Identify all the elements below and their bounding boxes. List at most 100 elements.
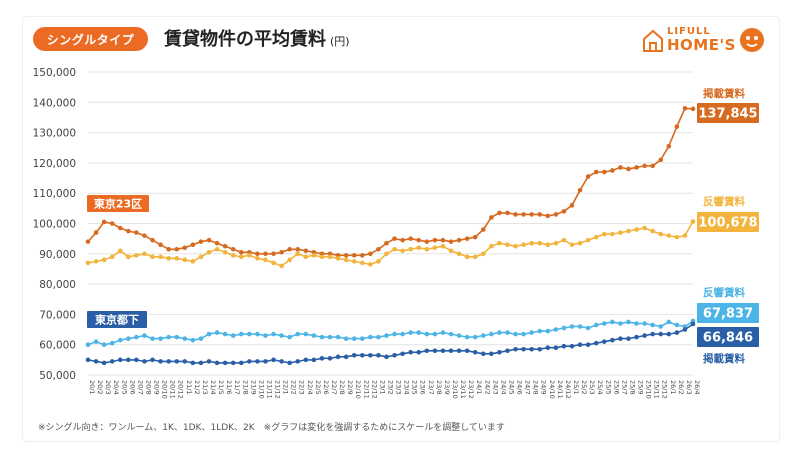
data-point [634, 321, 639, 326]
data-point [182, 359, 188, 364]
data-point [408, 246, 413, 252]
data-point [456, 251, 462, 257]
data-point [271, 251, 276, 257]
data-point [230, 360, 236, 366]
data-point [335, 256, 341, 261]
x-tick-label: 24/3 [491, 380, 499, 395]
data-point [666, 331, 672, 337]
data-point [247, 331, 252, 337]
data-point [497, 240, 502, 246]
data-point [553, 345, 559, 351]
data-point [214, 360, 220, 366]
data-point [376, 246, 381, 252]
data-point [626, 319, 631, 325]
x-tick-label: 20/1 [88, 380, 96, 395]
data-point [222, 243, 228, 249]
data-point [263, 359, 268, 364]
data-point [85, 239, 91, 244]
data-point [537, 240, 543, 246]
data-point [142, 333, 147, 338]
data-point [93, 230, 99, 235]
data-point [85, 260, 91, 266]
data-point [198, 254, 204, 260]
data-point [384, 354, 389, 360]
data-point [601, 231, 607, 237]
data-point [384, 251, 389, 257]
x-tick-label: 25/9 [637, 380, 645, 395]
x-tick-label: 22/1 [282, 380, 290, 395]
data-point [198, 360, 204, 366]
data-point [351, 253, 357, 258]
data-point [101, 360, 107, 366]
series-name-label: 反響賃料 [703, 195, 745, 208]
data-point [634, 227, 639, 232]
data-point [610, 319, 615, 325]
x-tick-label: 25/11 [653, 380, 661, 399]
data-point [666, 319, 672, 325]
data-point [238, 360, 244, 366]
data-point [601, 321, 607, 326]
data-point [93, 259, 99, 264]
series-tokyo23_listed [85, 106, 696, 258]
x-tick-label: 25/6 [612, 380, 620, 395]
data-point [182, 245, 188, 251]
data-point [174, 359, 180, 364]
data-point [416, 245, 422, 251]
data-point [182, 336, 188, 341]
x-tick-label: 22/10 [354, 380, 362, 399]
data-point [440, 243, 446, 249]
end-value-text: 137,845 [698, 107, 757, 122]
x-tick-label: 22/5 [314, 380, 322, 395]
data-point [674, 330, 680, 335]
data-point [376, 259, 381, 264]
data-point [440, 348, 446, 354]
data-point [287, 360, 292, 366]
unit-label: (円) [330, 35, 350, 48]
data-point [634, 334, 639, 340]
data-point [295, 359, 301, 364]
data-point [319, 356, 325, 361]
data-point [287, 257, 292, 263]
x-tick-label: 21/7 [233, 380, 241, 395]
lifull-homes-logo[interactable]: LIFULL HOME'S [641, 25, 767, 55]
data-point [222, 249, 228, 255]
data-point [480, 351, 486, 357]
y-tick-label: 80,000 [39, 279, 76, 291]
data-point [166, 256, 171, 261]
data-point [416, 349, 422, 355]
data-point [497, 330, 502, 335]
end-value-badge [697, 303, 759, 323]
data-point [126, 228, 131, 234]
data-point [521, 346, 526, 352]
data-point [206, 249, 212, 255]
data-point [561, 237, 567, 243]
data-point [198, 239, 204, 244]
data-point [303, 248, 309, 254]
data-point [585, 237, 591, 243]
data-point [392, 353, 397, 358]
data-point [392, 236, 397, 241]
end-value-text: 66,846 [703, 331, 753, 346]
data-point [634, 165, 639, 170]
data-point [658, 331, 664, 337]
x-tick-label: 23/11 [459, 380, 467, 399]
data-point [335, 334, 341, 340]
x-tick-label: 21/12 [274, 380, 282, 399]
data-point [238, 331, 244, 337]
data-point [351, 336, 357, 341]
x-tick-label: 21/6 [225, 380, 233, 395]
data-point [359, 353, 365, 358]
data-point [545, 213, 551, 219]
data-point [392, 246, 397, 252]
data-point [255, 256, 260, 261]
series-line [87, 323, 694, 364]
data-point [101, 342, 107, 348]
data-point [134, 253, 139, 258]
data-point [343, 336, 349, 341]
logo-text-lifull: LIFULL [667, 26, 711, 37]
data-point [117, 225, 123, 231]
data-point [327, 254, 333, 260]
data-point [166, 359, 171, 364]
x-tick-label: 24/4 [499, 380, 507, 395]
data-point [150, 357, 155, 363]
